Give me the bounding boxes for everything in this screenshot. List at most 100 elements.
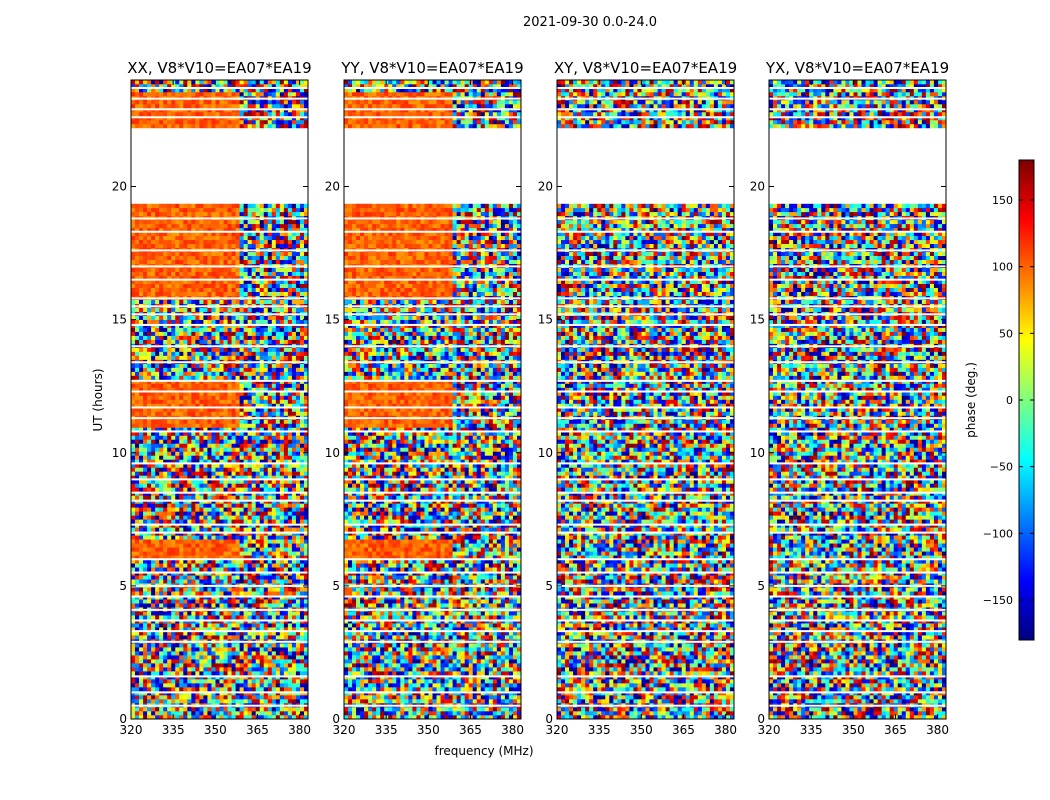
heatmap-cell [211,535,216,540]
heatmap-cell [291,471,297,476]
heatmap-cell [207,631,212,636]
heatmap-cell [139,627,144,632]
heatmap-cell [267,383,273,388]
heatmap-cell [219,519,224,524]
heatmap-cell [163,567,168,572]
heatmap-cell [163,451,168,456]
heatmap-cell [271,567,277,572]
heatmap-cell [215,587,220,592]
heatmap-cell [279,271,285,276]
heatmap-cell [183,651,188,656]
heatmap-cell [263,375,269,380]
heatmap-cell [263,427,269,432]
heatmap-cell [167,671,172,676]
heatmap-cell [175,663,180,668]
heatmap-cell [267,683,273,688]
heatmap-cell [227,387,232,392]
heatmap-cell [159,395,164,400]
heatmap-cell [255,539,261,544]
heatmap-cell [211,451,216,456]
heatmap-cell [279,347,285,352]
heatmap-cell [263,559,269,564]
heatmap-cell [147,291,152,296]
heatmap-cell [143,631,148,636]
heatmap-cell [279,659,285,664]
heatmap-cell [263,331,269,336]
heatmap-cell [215,503,220,508]
heatmap-cell [243,471,248,476]
heatmap-cell [179,371,184,376]
heatmap-cell [159,363,164,368]
heatmap-cell [283,399,289,404]
heatmap-cell [207,587,212,592]
heatmap-cell [239,335,244,340]
heatmap-cell [271,711,277,716]
heatmap-cell [299,663,305,668]
heatmap-cell [283,527,289,532]
heatmap-cell [243,475,248,480]
heatmap-cell [147,455,152,460]
heatmap-cell [135,435,140,440]
heatmap-cell [299,479,305,484]
heatmap-cell [303,431,309,436]
heatmap-cell [159,611,164,616]
heatmap-cell [159,375,164,380]
heatmap-cell [223,427,228,432]
heatmap-cell [175,439,180,444]
heatmap-cell [131,471,136,476]
heatmap-cell [191,483,196,488]
heatmap-cell [247,431,252,436]
heatmap-cell [223,279,228,284]
heatmap-cell [167,655,172,660]
heatmap-cell [227,503,232,508]
heatmap-cell [295,487,301,492]
heatmap-cell [163,543,168,548]
heatmap-cell [287,299,293,304]
heatmap-cell [271,339,277,344]
heatmap-cell [179,347,184,352]
heatmap-cell [231,547,236,552]
heatmap-cell [247,331,252,336]
heatmap-cell [263,519,269,524]
heatmap-cell [219,667,224,672]
heatmap-cell [211,551,216,556]
heatmap-cell [179,647,184,652]
heatmap-cell [135,631,140,636]
heatmap-cell [219,299,224,304]
heatmap-cell [259,479,265,484]
heatmap-cell [263,547,269,552]
heatmap-cell [303,591,309,596]
heatmap-cell [139,507,144,512]
heatmap-cell [179,403,184,408]
heatmap-cell [207,511,212,516]
heatmap-cell [243,591,248,596]
heatmap-cell [187,627,192,632]
heatmap-cell [275,527,281,532]
heatmap-cell [271,307,277,312]
heatmap-cell [295,395,301,400]
heatmap-cell [287,683,293,688]
heatmap-cell [131,683,136,688]
heatmap-cell [175,463,180,468]
heatmap-cell [203,283,208,288]
heatmap-cell [259,363,265,368]
heatmap-cell [211,627,216,632]
heatmap-cell [135,331,140,336]
heatmap-cell [303,419,309,424]
heatmap-cell [207,519,212,524]
heatmap-cell [227,287,232,292]
heatmap-cell [131,591,136,596]
heatmap-cell [191,299,196,304]
heatmap-cell [239,331,244,336]
heatmap-cell [291,579,297,584]
heatmap-cell [135,459,140,464]
heatmap-cell [183,567,188,572]
heatmap-cell [171,527,176,532]
heatmap-cell [223,363,228,368]
heatmap-cell [171,707,176,712]
heatmap-cell [219,471,224,476]
heatmap-cell [151,535,156,540]
heatmap-cell [191,439,196,444]
heatmap-cell [235,599,240,604]
heatmap-cell [223,315,228,320]
